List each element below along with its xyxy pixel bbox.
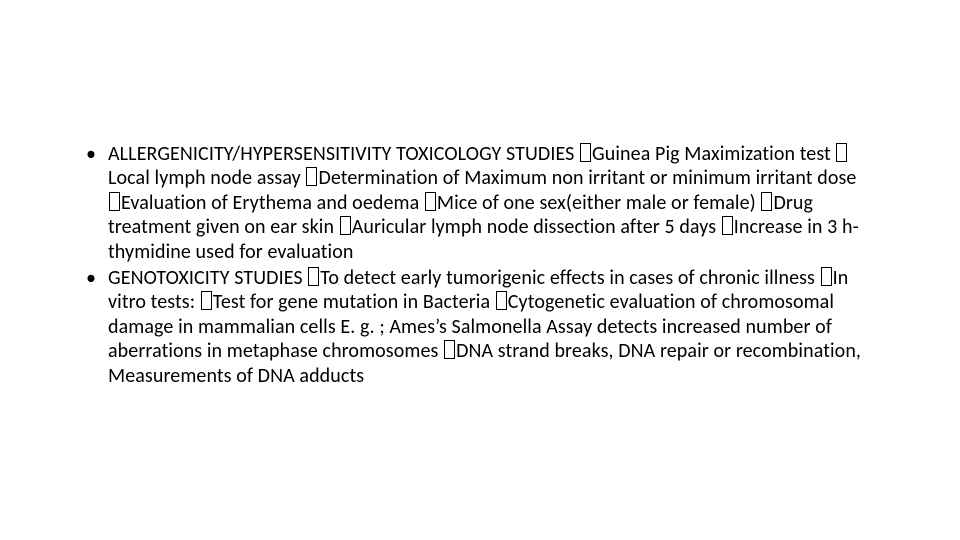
bullet-item-2: GENOTOXICITY STUDIES To detect early tum… [86, 266, 874, 388]
missing-glyph-icon [722, 216, 733, 235]
missing-glyph-icon [308, 267, 319, 286]
slide-body: ALLERGENICITY/HYPERSENSITIVITY TOXICOLOG… [0, 0, 960, 540]
missing-glyph-icon [306, 167, 317, 186]
missing-glyph-icon [496, 291, 507, 310]
missing-glyph-icon [836, 143, 847, 162]
missing-glyph-icon [201, 291, 212, 310]
bullet-list: ALLERGENICITY/HYPERSENSITIVITY TOXICOLOG… [86, 142, 874, 388]
missing-glyph-icon [821, 267, 832, 286]
missing-glyph-icon [580, 143, 591, 162]
missing-glyph-icon [761, 192, 772, 211]
bullet-item-1: ALLERGENICITY/HYPERSENSITIVITY TOXICOLOG… [86, 142, 874, 264]
missing-glyph-icon [425, 192, 436, 211]
missing-glyph-icon [340, 216, 351, 235]
missing-glyph-icon [109, 192, 120, 211]
missing-glyph-icon [444, 340, 455, 359]
